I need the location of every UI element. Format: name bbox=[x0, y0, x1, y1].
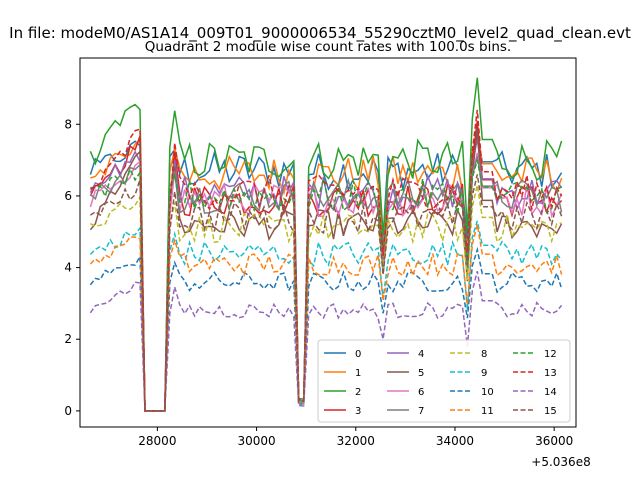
legend-box bbox=[317, 339, 571, 423]
y-tick-label: 6 bbox=[64, 189, 72, 203]
chart-title: Quadrant 2 module wise count rates with … bbox=[145, 39, 511, 55]
y-tick-label: 2 bbox=[64, 332, 72, 346]
legend-label-5: 5 bbox=[418, 368, 424, 379]
series-line-15 bbox=[89, 174, 563, 412]
series-line-11 bbox=[89, 224, 563, 412]
x-axis: 28000 30000 32000 34000 36000 bbox=[138, 427, 573, 448]
suptitle: In file: modeM0/AS1A14_009T01_9000006534… bbox=[9, 24, 631, 43]
series-line-12 bbox=[90, 159, 562, 412]
y-tick-label: 0 bbox=[64, 404, 72, 418]
legend-label-4: 4 bbox=[418, 349, 424, 360]
legend-label-8: 8 bbox=[481, 349, 487, 360]
axes-frame bbox=[79, 57, 577, 428]
legend-label-1: 1 bbox=[355, 368, 361, 379]
legend-label-13: 13 bbox=[544, 368, 557, 379]
series-layer bbox=[89, 77, 563, 412]
y-tick-label: 8 bbox=[64, 117, 72, 131]
x-offset-label: +5.036e8 bbox=[531, 455, 590, 469]
legend-label-10: 10 bbox=[481, 387, 494, 398]
series-line-2 bbox=[89, 77, 563, 412]
legend-label-7: 7 bbox=[418, 406, 424, 417]
legend-label-2: 2 bbox=[355, 387, 361, 398]
legend-label-9: 9 bbox=[481, 368, 487, 379]
x-tick-label: 36000 bbox=[535, 434, 573, 448]
y-axis: 0 2 4 6 8 bbox=[64, 117, 80, 418]
plot-area: 28000 30000 32000 34000 36000 0 2 4 6 8 +5.036e8 bbox=[64, 57, 591, 469]
legend-label-6: 6 bbox=[418, 387, 424, 398]
x-tick-label: 28000 bbox=[138, 434, 176, 448]
legend-label-12: 12 bbox=[544, 349, 557, 360]
legend-label-0: 0 bbox=[355, 349, 361, 360]
legend-label-14: 14 bbox=[544, 387, 557, 398]
y-tick-label: 4 bbox=[64, 261, 72, 275]
legend-label-3: 3 bbox=[355, 406, 361, 417]
x-tick-label: 34000 bbox=[436, 434, 474, 448]
x-tick-label: 30000 bbox=[237, 434, 275, 448]
series-line-14 bbox=[89, 271, 563, 412]
x-tick-label: 32000 bbox=[337, 434, 375, 448]
legend-label-15: 15 bbox=[544, 406, 557, 417]
legend-label-11: 11 bbox=[481, 406, 494, 417]
